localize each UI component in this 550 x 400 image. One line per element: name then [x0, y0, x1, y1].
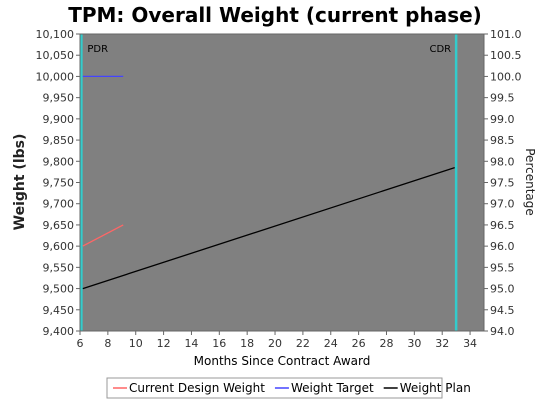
y2-tick-label: 99.5 [490, 92, 515, 105]
milestone-label: CDR [429, 44, 451, 55]
y-tick-label: 9,400 [43, 325, 75, 338]
x-tick-label: 6 [77, 337, 84, 350]
x-tick-label: 24 [324, 337, 338, 350]
y2-tick-label: 95.0 [490, 283, 515, 296]
x-tick-label: 10 [129, 337, 143, 350]
x-tick-label: 32 [435, 337, 449, 350]
x-tick-label: 30 [407, 337, 421, 350]
milestone-label: PDR [87, 44, 108, 55]
y2-tick-label: 100.5 [490, 49, 522, 62]
y2-tick-label: 97.0 [490, 198, 515, 211]
legend: Current Design Weight Weight Target Weight… [106, 377, 471, 399]
y2-tick-label: 94.0 [490, 325, 515, 338]
x-tick-label: 22 [296, 337, 310, 350]
x-tick-label: 28 [379, 337, 393, 350]
y2-tick-label: 96.5 [490, 219, 515, 232]
legend-label: Current Design Weight [129, 381, 265, 395]
x-tick-label: 20 [268, 337, 282, 350]
y-axis-label: Weight (lbs) [12, 134, 28, 231]
y2-tick-label: 94.5 [490, 304, 515, 317]
series-line [82, 224, 124, 247]
y2-tick-label: 98.0 [490, 155, 515, 168]
y-tick-label: 9,500 [43, 283, 75, 296]
x-tick-label: 8 [104, 337, 111, 350]
x-tick-label: 12 [157, 337, 171, 350]
legend-label: Weight Plan [400, 381, 471, 395]
y-tick-label: 9,750 [43, 177, 75, 190]
x-tick-label: 18 [240, 337, 254, 350]
y2-axis-label: Percentage [523, 148, 537, 216]
y-tick-label: 9,950 [43, 92, 75, 105]
y2-tick-label: 101.0 [490, 28, 522, 41]
series-lines [82, 75, 455, 290]
y2-tick-label: 99.0 [490, 113, 515, 126]
series-line [82, 166, 455, 290]
legend-label: Weight Target [291, 381, 374, 395]
x-tick-label: 16 [212, 337, 226, 350]
y-tick-label: 9,900 [43, 113, 75, 126]
y-tick-label: 9,450 [43, 304, 75, 317]
y-axis-ticks: 9,400 9,450 9,500 9,550 9,600 9,650 9,700 9,750… [36, 28, 80, 338]
y-tick-label: 9,700 [43, 198, 75, 211]
y-tick-label: 10,100 [36, 28, 75, 41]
y-tick-label: 9,600 [43, 240, 75, 253]
plot-area [80, 34, 484, 331]
x-axis-label: Months Since Contract Award [194, 354, 371, 368]
legend-box [106, 377, 443, 399]
y-tick-label: 10,050 [36, 49, 75, 62]
milestones: PDR CDR [80, 34, 458, 331]
x-tick-label: 34 [463, 337, 477, 350]
y-tick-label: 9,550 [43, 261, 75, 274]
y-tick-label: 10,000 [36, 70, 75, 83]
y2-tick-label: 100.0 [490, 70, 522, 83]
x-axis-ticks: 6 8 10 12 14 16 18 20 22 24 26 28 30 32 34 [77, 331, 477, 350]
y-tick-label: 9,850 [43, 134, 75, 147]
y2-tick-label: 95.5 [490, 261, 515, 274]
y2-axis-ticks: 94.0 94.5 95.0 95.5 96.0 96.5 97.0 97.5 98.0 98.5… [484, 28, 522, 338]
y2-tick-label: 96.0 [490, 240, 515, 253]
y-tick-label: 9,800 [43, 155, 75, 168]
x-tick-label: 14 [184, 337, 198, 350]
y-tick-label: 9,650 [43, 219, 75, 232]
x-tick-label: 26 [352, 337, 366, 350]
y2-tick-label: 98.5 [490, 134, 515, 147]
chart-title: TPM: Overall Weight (current phase) [68, 3, 482, 27]
y2-tick-label: 97.5 [490, 177, 515, 190]
